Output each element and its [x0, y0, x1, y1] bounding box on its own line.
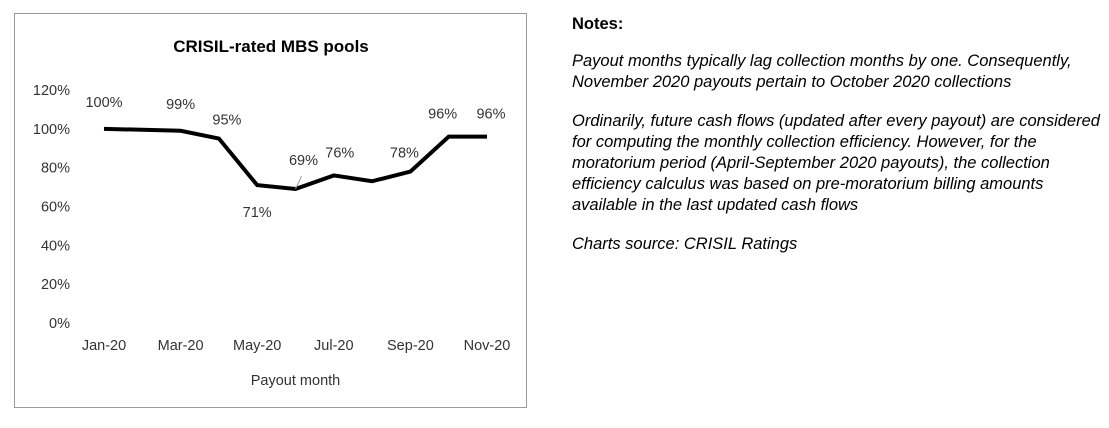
note-paragraph: Ordinarily, future cash flows (updated a… [572, 112, 1100, 214]
x-tick-label: Jan-20 [82, 338, 126, 354]
x-axis-label: Payout month [251, 373, 340, 389]
x-tick-label: May-20 [233, 338, 281, 354]
y-tick-label: 40% [41, 238, 70, 254]
data-label: 71% [243, 205, 272, 221]
data-label: 76% [325, 145, 354, 161]
y-tick-label: 60% [41, 200, 70, 216]
x-tick-label: Mar-20 [158, 338, 204, 354]
note-paragraph: Payout months typically lag collection m… [572, 52, 1072, 91]
y-tick-label: 80% [41, 161, 70, 177]
x-tick-label: Sep-20 [387, 338, 434, 354]
data-label: 100% [85, 95, 122, 111]
data-label: 78% [390, 146, 419, 162]
y-tick-label: 20% [41, 277, 70, 293]
notes-panel: Notes: Payout months typically lag colle… [572, 14, 1102, 273]
leader-line [295, 175, 302, 190]
data-label: 99% [166, 97, 195, 113]
chart-title: CRISIL-rated MBS pools [173, 37, 369, 56]
charts-source: Charts source: CRISIL Ratings [572, 235, 798, 253]
x-tick-label: Jul-20 [314, 338, 354, 354]
data-label: 96% [428, 107, 457, 123]
x-tick-label: Nov-20 [464, 338, 511, 354]
data-label: 69% [289, 153, 318, 169]
notes-heading: Notes: [572, 15, 624, 33]
y-tick-label: 120% [33, 83, 70, 99]
line-chart: CRISIL-rated MBS pools 0% 20% 40% 60% 80% 100%… [33, 37, 511, 389]
data-label: 95% [212, 113, 241, 129]
chart-container: CRISIL-rated MBS pools 0% 20% 40% 60% 80% 100%… [14, 13, 527, 408]
y-tick-label: 0% [49, 316, 70, 332]
y-tick-label: 100% [33, 122, 70, 138]
data-label: 96% [476, 107, 505, 123]
